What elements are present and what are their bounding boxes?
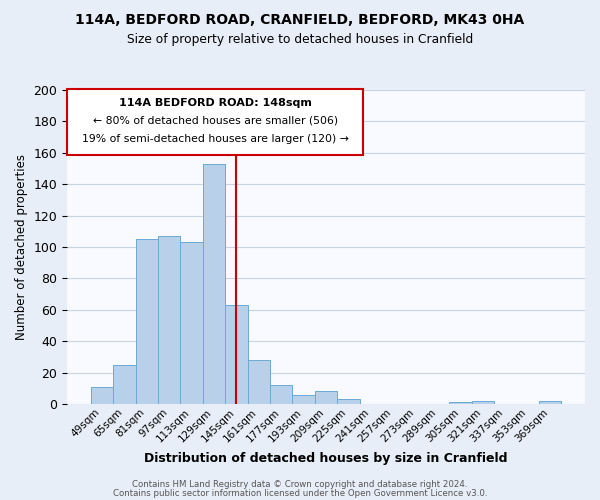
Bar — [292, 394, 315, 404]
Bar — [248, 360, 270, 404]
X-axis label: Distribution of detached houses by size in Cranfield: Distribution of detached houses by size … — [145, 452, 508, 465]
Bar — [315, 392, 337, 404]
Bar — [113, 365, 136, 404]
Text: Contains HM Land Registry data © Crown copyright and database right 2024.: Contains HM Land Registry data © Crown c… — [132, 480, 468, 489]
Bar — [158, 236, 181, 404]
Text: 114A BEDFORD ROAD: 148sqm: 114A BEDFORD ROAD: 148sqm — [119, 98, 311, 108]
Bar — [91, 387, 113, 404]
Text: 114A, BEDFORD ROAD, CRANFIELD, BEDFORD, MK43 0HA: 114A, BEDFORD ROAD, CRANFIELD, BEDFORD, … — [76, 12, 524, 26]
Bar — [337, 400, 360, 404]
Bar — [225, 305, 248, 404]
Bar — [449, 402, 472, 404]
Bar — [539, 401, 562, 404]
Bar — [181, 242, 203, 404]
Text: Size of property relative to detached houses in Cranfield: Size of property relative to detached ho… — [127, 32, 473, 46]
Bar — [203, 164, 225, 404]
Bar — [472, 401, 494, 404]
Bar — [270, 385, 292, 404]
Bar — [136, 239, 158, 404]
Text: Contains public sector information licensed under the Open Government Licence v3: Contains public sector information licen… — [113, 488, 487, 498]
Y-axis label: Number of detached properties: Number of detached properties — [15, 154, 28, 340]
Text: 19% of semi-detached houses are larger (120) →: 19% of semi-detached houses are larger (… — [82, 134, 349, 144]
Text: ← 80% of detached houses are smaller (506): ← 80% of detached houses are smaller (50… — [92, 116, 338, 126]
